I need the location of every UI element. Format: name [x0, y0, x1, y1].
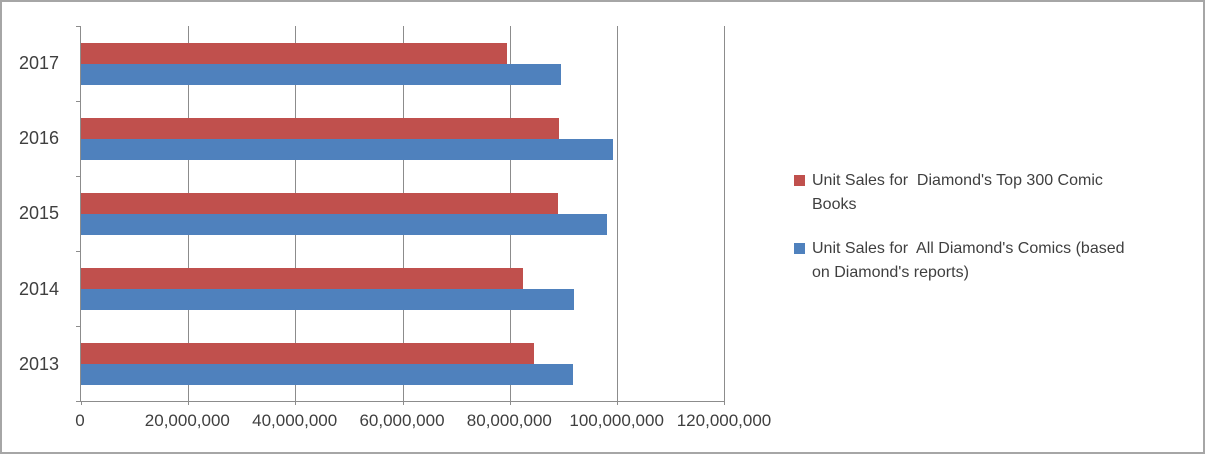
y-axis-labels: 2017 2016 2015 2014 2013	[2, 26, 59, 402]
x-axis-tick	[81, 401, 82, 405]
category-row-2016	[81, 101, 724, 176]
legend-label-line: Unit Sales for Diamond's Top 300 Comic	[812, 172, 1103, 189]
bar-2016	[81, 117, 560, 139]
y-axis-tick	[76, 326, 81, 327]
x-axis-label: 80,000,000	[466, 411, 552, 430]
legend-label: Unit Sales for Diamond's Top 300 Comic Bo…	[812, 169, 1103, 217]
bar-2017	[81, 42, 507, 64]
x-axis-tick	[295, 401, 297, 405]
category-row-2013	[81, 326, 724, 401]
y-axis-tick	[76, 176, 81, 177]
bar-2015	[81, 192, 559, 214]
y-axis-tick	[76, 401, 81, 402]
legend-swatch-icon	[794, 175, 805, 186]
y-axis-tick	[76, 101, 81, 102]
category-row-2017	[81, 26, 724, 101]
bar-2014	[81, 288, 574, 310]
x-axis-label: 0	[75, 411, 85, 430]
legend-label-line: Unit Sales for All Diamond's Comics (bas…	[812, 240, 1125, 257]
y-axis-label: 2013	[18, 353, 59, 374]
x-axis-tick	[724, 401, 725, 405]
y-axis-tick	[76, 26, 81, 27]
category-row-2014	[81, 251, 724, 326]
legend-label: Unit Sales for All Diamond's Comics (bas…	[812, 237, 1125, 285]
y-axis-label: 2014	[18, 278, 59, 299]
x-axis-label: 40,000,000	[252, 411, 338, 430]
bar-2014	[81, 267, 523, 289]
y-axis-label: 2017	[18, 53, 59, 74]
x-axis-labels: 0 20,000,000 40,000,000 60,000,000 80,000,00…	[75, 411, 771, 433]
bar-2015	[81, 213, 608, 235]
bar-2017	[81, 63, 561, 85]
y-axis-tick	[76, 251, 81, 252]
x-axis-tick	[616, 401, 618, 405]
legend-label-line: on Diamond's reports)	[812, 264, 969, 281]
gridline	[724, 26, 725, 401]
bar-2013	[81, 342, 534, 364]
x-axis-tick	[402, 401, 404, 405]
x-axis-tick	[509, 401, 511, 405]
bar-2016	[81, 138, 614, 160]
legend-item-1: Unit Sales for All Diamond's Comics (bas…	[794, 237, 1199, 285]
legend-item-0: Unit Sales for Diamond's Top 300 Comic Bo…	[794, 169, 1199, 217]
gridline	[616, 26, 618, 401]
bar-rows	[81, 26, 724, 401]
legend-label-line: Books	[812, 196, 857, 213]
plot-area	[76, 26, 725, 405]
x-axis-label: 20,000,000	[144, 411, 230, 430]
bar-2013	[81, 363, 573, 385]
legend: Unit Sales for Diamond's Top 300 Comic Bo…	[794, 169, 1199, 305]
y-axis-label: 2015	[18, 203, 59, 224]
x-axis-label: 60,000,000	[359, 411, 445, 430]
y-axis-label: 2016	[18, 128, 59, 149]
legend-swatch-icon	[794, 243, 805, 254]
x-axis-label: 120,000,000	[676, 411, 772, 430]
x-axis-label: 100,000,000	[569, 411, 664, 430]
x-axis-tick	[188, 401, 190, 405]
category-row-2015	[81, 176, 724, 251]
